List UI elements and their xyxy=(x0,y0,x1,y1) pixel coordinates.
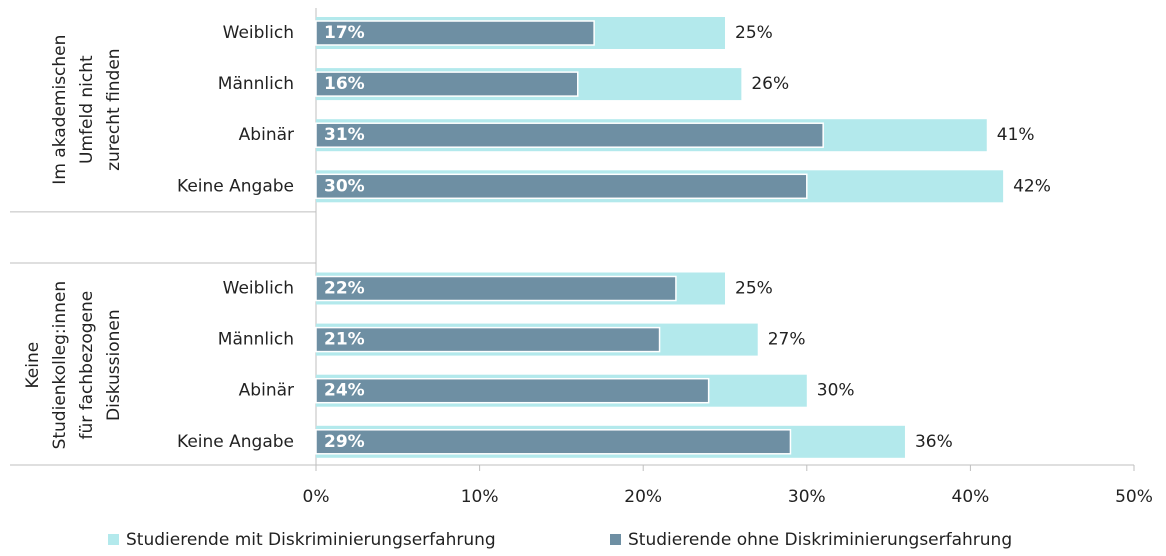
category-label: Männlich xyxy=(218,74,294,94)
x-tick-label: 0% xyxy=(303,487,330,507)
bar xyxy=(315,122,824,148)
legend-label: Studierende mit Diskriminierungserfahrun… xyxy=(126,530,496,550)
value-label: 27% xyxy=(768,330,806,350)
bar xyxy=(315,429,792,455)
legend-label: Studierende ohne Diskriminierungserfahru… xyxy=(628,530,1012,550)
value-label: 16% xyxy=(324,74,365,94)
bar xyxy=(315,326,661,353)
value-label: 24% xyxy=(324,381,365,401)
value-label: 26% xyxy=(751,74,789,94)
value-label: 30% xyxy=(324,176,365,196)
category-label: Männlich xyxy=(218,330,294,350)
group-label: zurecht finden xyxy=(104,48,124,170)
value-label: 25% xyxy=(735,23,773,43)
bar xyxy=(315,275,677,302)
value-label: 30% xyxy=(817,381,855,401)
value-label: 25% xyxy=(735,279,773,299)
group-label: Im akademischen xyxy=(50,35,70,185)
group-label: für fachbezogene xyxy=(77,291,97,440)
category-label: Keine Angabe xyxy=(177,432,294,452)
group-label: Studienkolleg:innen xyxy=(50,281,70,450)
value-label: 31% xyxy=(324,125,365,145)
value-label: 22% xyxy=(324,279,365,299)
category-label: Abinär xyxy=(239,381,294,401)
x-tick-label: 20% xyxy=(624,487,662,507)
category-label: Abinär xyxy=(239,125,294,145)
x-tick-label: 50% xyxy=(1115,487,1153,507)
category-label: Weiblich xyxy=(223,23,294,43)
value-label: 17% xyxy=(324,23,365,43)
group-label: Diskussionen xyxy=(104,309,124,421)
value-label: 36% xyxy=(915,432,953,452)
value-label: 41% xyxy=(997,125,1035,145)
bar xyxy=(315,20,595,46)
x-tick-label: 30% xyxy=(788,487,826,507)
value-label: 21% xyxy=(324,330,365,350)
value-label: 29% xyxy=(324,432,365,452)
category-label: Weiblich xyxy=(223,279,294,299)
group-label: Keine xyxy=(23,342,43,389)
category-label: Keine Angabe xyxy=(177,176,294,196)
value-label: 42% xyxy=(1013,176,1051,196)
bar xyxy=(315,173,808,200)
x-tick-label: 10% xyxy=(461,487,499,507)
legend-swatch xyxy=(610,534,621,545)
bar xyxy=(315,71,579,97)
legend-swatch xyxy=(108,534,119,545)
group-label: Umfeld nicht xyxy=(77,55,97,164)
bar xyxy=(315,377,710,404)
x-tick-label: 40% xyxy=(952,487,990,507)
